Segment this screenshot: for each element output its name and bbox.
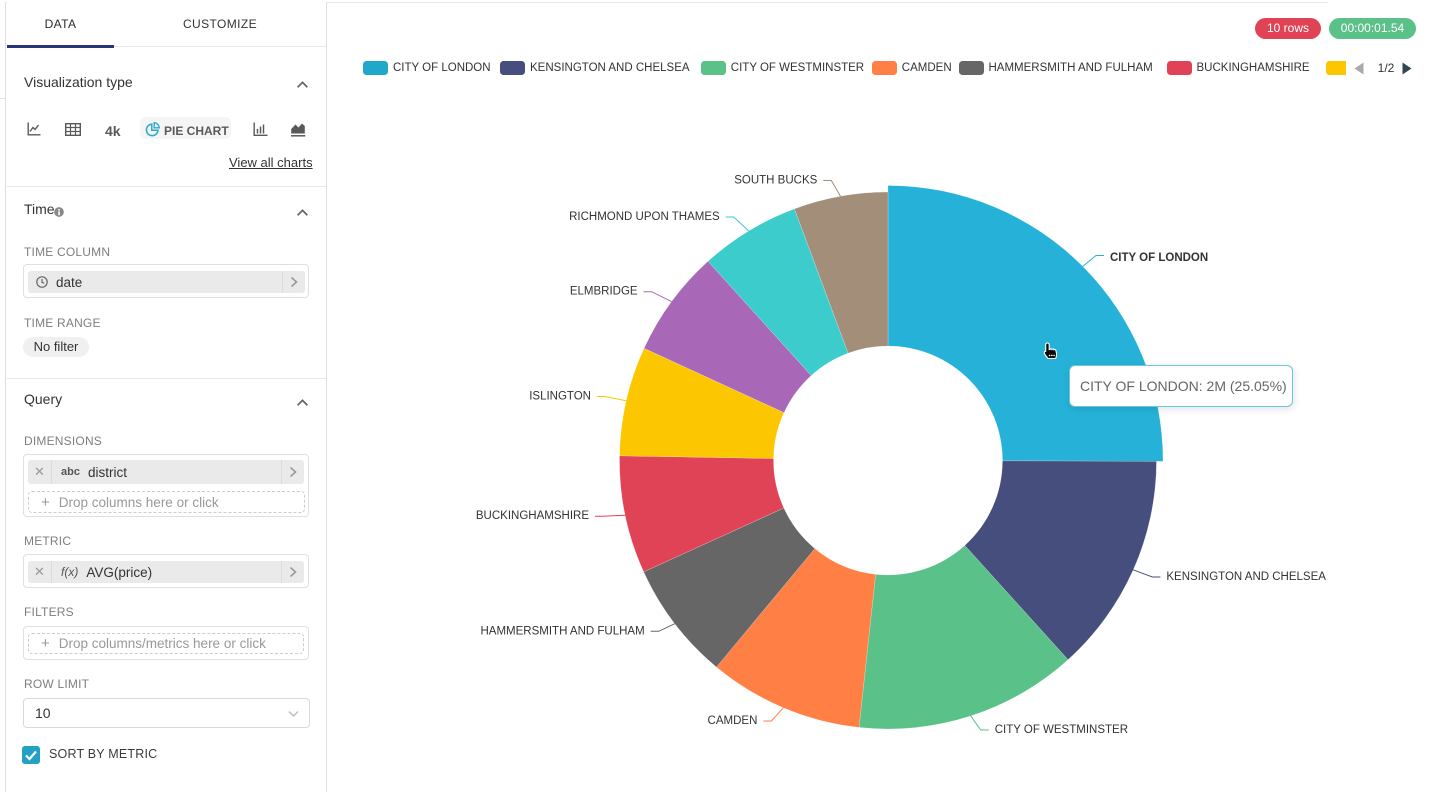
svg-text:SOUTH BUCKS: SOUTH BUCKS [734, 175, 817, 187]
svg-text:CITY OF LONDON: CITY OF LONDON [1110, 252, 1208, 264]
svg-text:RICHMOND UPON THAMES: RICHMOND UPON THAMES [569, 211, 720, 223]
svg-text:CITY OF WESTMINSTER: CITY OF WESTMINSTER [995, 724, 1128, 736]
svg-text:ISLINGTON: ISLINGTON [529, 391, 591, 403]
svg-text:KENSINGTON AND CHELSEA: KENSINGTON AND CHELSEA [1166, 571, 1326, 583]
svg-text:ELMBRIDGE: ELMBRIDGE [570, 286, 638, 298]
svg-text:CAMDEN: CAMDEN [708, 715, 758, 727]
svg-text:HAMMERSMITH AND FULHAM: HAMMERSMITH AND FULHAM [480, 625, 644, 637]
svg-text:BUCKINGHAMSHIRE: BUCKINGHAMSHIRE [476, 510, 589, 522]
